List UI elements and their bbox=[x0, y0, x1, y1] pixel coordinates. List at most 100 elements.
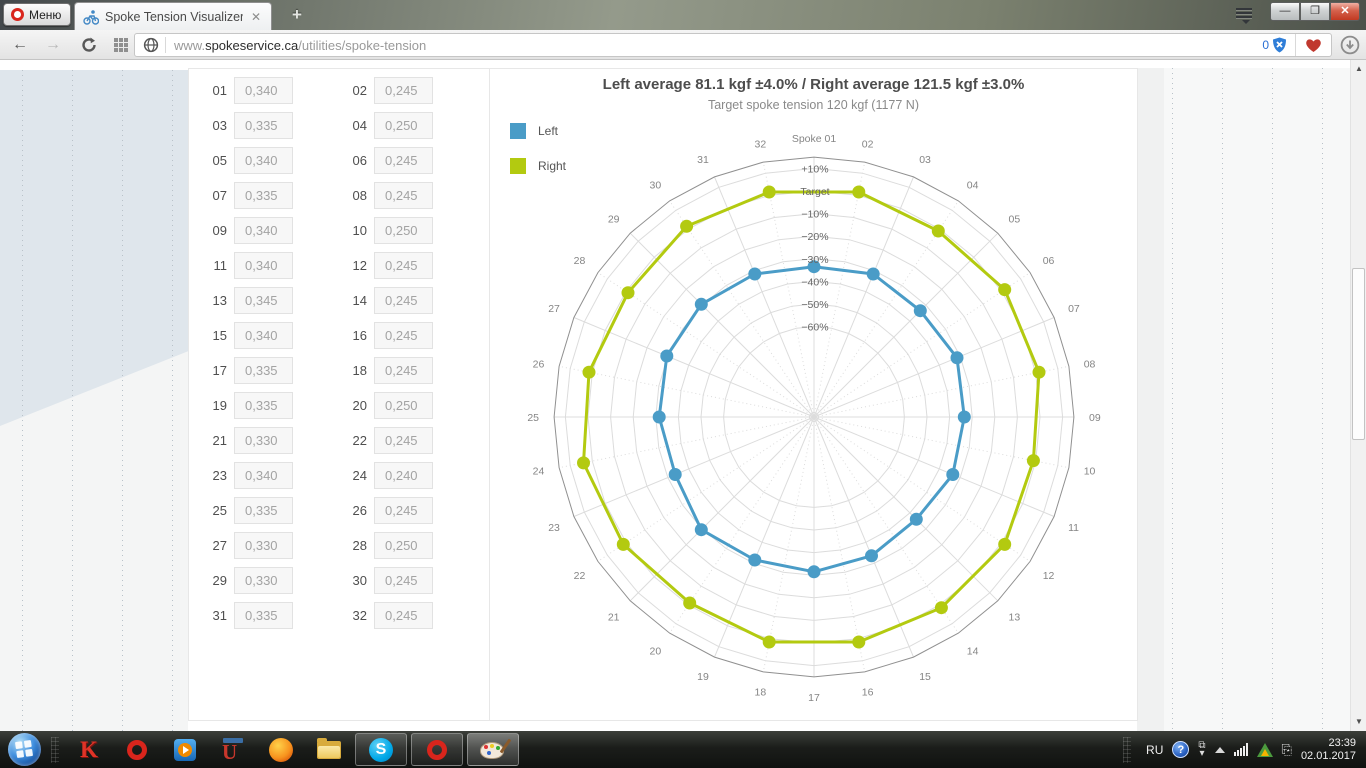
data-point-left-spoke-23 bbox=[668, 468, 682, 481]
data-point-right-spoke-26 bbox=[582, 365, 596, 379]
spoke-21-reading-input[interactable] bbox=[234, 427, 293, 454]
scrollbar-thumb[interactable] bbox=[1352, 268, 1365, 440]
spoke-04-reading-input[interactable] bbox=[374, 112, 433, 139]
spoke-number-label: 27 bbox=[212, 538, 227, 553]
language-indicator[interactable]: RU bbox=[1146, 742, 1164, 757]
grid-spoke-line bbox=[597, 272, 815, 418]
tab-title: Spoke Tension Visualizer | bbox=[105, 9, 243, 24]
menu-button-label: Меню bbox=[29, 7, 62, 22]
site-globe-icon[interactable] bbox=[143, 37, 159, 53]
data-point-right-spoke-12 bbox=[998, 537, 1012, 551]
taskbar-paint-button[interactable] bbox=[467, 733, 519, 766]
restore-button[interactable]: ❐ bbox=[1300, 2, 1330, 21]
new-tab-button[interactable]: + bbox=[292, 5, 302, 24]
taskbar-clock[interactable]: 23:39 02.01.2017 bbox=[1301, 737, 1356, 763]
spoke-14-reading-input[interactable] bbox=[374, 287, 433, 314]
reload-icon[interactable] bbox=[76, 36, 102, 54]
page-scrollbar[interactable]: ▲ ▼ bbox=[1350, 60, 1366, 731]
help-tray-icon[interactable]: ? bbox=[1172, 741, 1190, 758]
spoke-08-reading-input[interactable] bbox=[374, 182, 433, 209]
spoke-02-reading-input[interactable] bbox=[374, 77, 433, 104]
spoke-01-reading-input[interactable] bbox=[234, 77, 293, 104]
forward-icon[interactable]: → bbox=[45, 35, 61, 53]
start-button[interactable] bbox=[8, 733, 41, 766]
spoke-25-reading-input[interactable] bbox=[234, 497, 293, 524]
spoke-03-reading-input[interactable] bbox=[234, 112, 293, 139]
spoke-22-reading-input[interactable] bbox=[374, 427, 433, 454]
taskbar-media-player-icon[interactable] bbox=[163, 733, 207, 766]
spoke-label-31: 31 bbox=[697, 154, 709, 166]
taskbar-firefox-icon[interactable] bbox=[259, 733, 303, 766]
security-badge[interactable]: 0 bbox=[1262, 37, 1287, 53]
speed-dial-icon[interactable] bbox=[114, 37, 128, 52]
legend-swatch-icon bbox=[510, 158, 526, 174]
spoke-24-reading-input[interactable] bbox=[374, 462, 433, 489]
spoke-19-reading-input[interactable] bbox=[234, 392, 293, 419]
address-bar[interactable]: www.spokeservice.ca/utilities/spoke-tens… bbox=[134, 33, 1332, 57]
tab-close-icon[interactable]: ✕ bbox=[250, 9, 261, 24]
badge-count: 0 bbox=[1262, 38, 1269, 52]
spoke-15-reading-input[interactable] bbox=[234, 322, 293, 349]
spoke-23-reading-input[interactable] bbox=[234, 462, 293, 489]
radial-axis-label: +10% bbox=[801, 163, 828, 175]
network-signal-icon[interactable] bbox=[1233, 743, 1248, 756]
taskbar-opera-window-button[interactable] bbox=[411, 733, 463, 766]
spoke-05-reading-input[interactable] bbox=[234, 147, 293, 174]
spoke-number-label: 08 bbox=[352, 188, 367, 203]
remove-hardware-icon[interactable]: ⎘ bbox=[1281, 741, 1292, 757]
data-point-right-spoke-2 bbox=[852, 185, 866, 199]
spoke-number-label: 15 bbox=[212, 328, 227, 343]
download-icon[interactable] bbox=[1340, 35, 1360, 55]
spoke-10-reading-input[interactable] bbox=[374, 217, 433, 244]
language-bar-icon[interactable]: ⧉ ▾ bbox=[1198, 739, 1206, 759]
spoke-30-reading-input[interactable] bbox=[374, 567, 433, 594]
scroll-up-icon[interactable]: ▲ bbox=[1355, 64, 1363, 73]
spoke-number-label: 11 bbox=[213, 258, 228, 273]
spoke-28-reading-input[interactable] bbox=[374, 532, 433, 559]
spoke-17-reading-input[interactable] bbox=[234, 357, 293, 384]
minimize-button[interactable]: — bbox=[1270, 2, 1300, 21]
spoke-12-reading-input[interactable] bbox=[374, 252, 433, 279]
spoke-29-reading-input[interactable] bbox=[234, 567, 293, 594]
spoke-32-reading-input[interactable] bbox=[374, 602, 433, 629]
scroll-down-icon[interactable]: ▼ bbox=[1355, 717, 1363, 726]
close-button[interactable]: ✕ bbox=[1330, 2, 1360, 21]
grid-spoke-line bbox=[813, 416, 1031, 562]
spoke-27-reading-input[interactable] bbox=[234, 532, 293, 559]
grid-spoke-line bbox=[813, 365, 1069, 418]
readings-row: 21 22 bbox=[189, 426, 490, 461]
spoke-16-reading-input[interactable] bbox=[374, 322, 433, 349]
legend-item-right: Right bbox=[510, 158, 566, 174]
spoke-label-22: 22 bbox=[574, 570, 586, 582]
grid-spoke-line bbox=[573, 317, 815, 418]
spoke-09-reading-input[interactable] bbox=[234, 217, 293, 244]
tab-spoke-tension[interactable]: Spoke Tension Visualizer | ✕ bbox=[74, 2, 272, 30]
taskbar-kaspersky-icon[interactable]: K bbox=[80, 736, 98, 762]
tab-list-icon[interactable] bbox=[1236, 8, 1256, 24]
taskbar-skype-button[interactable]: S bbox=[355, 733, 407, 766]
spoke-07-reading-input[interactable] bbox=[234, 182, 293, 209]
grid-spoke-line bbox=[573, 416, 815, 517]
drive-tray-icon[interactable] bbox=[1256, 742, 1273, 757]
spoke-label-8: 08 bbox=[1084, 358, 1096, 370]
spoke-number-label: 31 bbox=[212, 608, 227, 623]
bookmark-segment[interactable] bbox=[1295, 34, 1331, 56]
url-text[interactable]: www.spokeservice.ca/utilities/spoke-tens… bbox=[174, 37, 427, 53]
hidden-icons-chevron[interactable] bbox=[1214, 742, 1225, 753]
data-point-left-spoke-17 bbox=[807, 565, 821, 579]
spoke-18-reading-input[interactable] bbox=[374, 357, 433, 384]
spoke-20-reading-input[interactable] bbox=[374, 392, 433, 419]
spoke-26-reading-input[interactable] bbox=[374, 497, 433, 524]
taskbar-explorer-icon[interactable] bbox=[307, 733, 351, 766]
spoke-11-reading-input[interactable] bbox=[234, 252, 293, 279]
readings-row: 09 10 bbox=[189, 216, 490, 251]
back-icon[interactable]: ← bbox=[12, 35, 28, 53]
spoke-06-reading-input[interactable] bbox=[374, 147, 433, 174]
spoke-31-reading-input[interactable] bbox=[234, 602, 293, 629]
opera-menu-button[interactable]: Меню bbox=[3, 3, 71, 26]
taskbar-opera-icon[interactable] bbox=[115, 733, 159, 766]
spoke-number-label: 10 bbox=[352, 223, 367, 238]
spoke-13-reading-input[interactable] bbox=[234, 287, 293, 314]
taskbar-torrent-icon[interactable]: U bbox=[211, 733, 255, 766]
